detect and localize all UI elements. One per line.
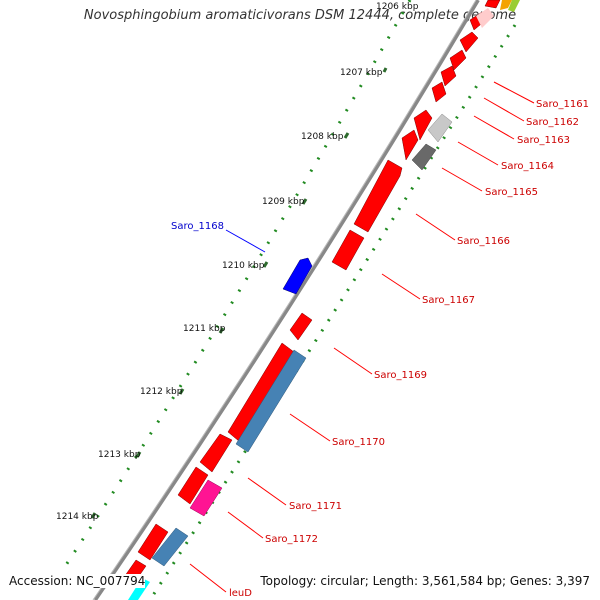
cds-saro-1171-magenta: [189, 479, 223, 517]
gene-label-saro-1164[interactable]: Saro_1164: [501, 161, 554, 172]
leader-saro-1168: [225, 229, 266, 253]
gene-label-saro-1172[interactable]: Saro_1172: [265, 534, 318, 545]
tick-1214: [90, 512, 97, 519]
gene-label-saro-1167[interactable]: Saro_1167: [422, 295, 475, 306]
cds-saro-1168-blue: [282, 257, 313, 295]
gene-label-saro-1168[interactable]: Saro_1168: [171, 221, 224, 232]
leader-leud: [189, 563, 227, 593]
cds-saro-1161: [484, 0, 501, 9]
genome-summary-text: Topology: circular; Length: 3,561,584 bp…: [260, 574, 590, 588]
cds-saro-1166: [353, 159, 403, 233]
leader-saro-1170: [289, 413, 331, 442]
tick-label-1214: 1214 kbp: [56, 512, 99, 522]
accession-label: Accession: NC_007794: [9, 574, 146, 588]
leader-saro-1167: [381, 273, 421, 300]
tick-label-1213: 1213 kbp: [98, 450, 141, 460]
cds-saro-1163-gray: [427, 113, 453, 143]
cds-saro-1162: [459, 31, 479, 53]
cds-saro-1164b: [431, 81, 447, 103]
tick-1212: [178, 388, 185, 395]
leader-saro-1171: [247, 477, 287, 506]
gene-label-saro-1163[interactable]: Saro_1163: [517, 135, 570, 146]
cds-saro-1169: [289, 312, 313, 341]
leader-saro-1169: [333, 347, 373, 375]
leader-saro-1164: [457, 141, 499, 166]
genome-backbone: [93, 0, 480, 600]
tick-1211: [218, 327, 225, 334]
tick-label-1208: 1208 kbp: [301, 132, 344, 142]
leader-lines: [189, 81, 535, 593]
genome-backbone-highlight: [92, 0, 477, 600]
gene-label-saro-1165[interactable]: Saro_1165: [485, 187, 538, 198]
gene-label-saro-1162[interactable]: Saro_1162: [526, 117, 579, 128]
cds-steelblue-lower: [151, 527, 189, 567]
cds-forward: [121, 0, 501, 587]
tick-label-1211: 1211 kbp: [183, 324, 226, 334]
gene-label-saro-1169[interactable]: Saro_1169: [374, 370, 427, 381]
cds-saro-1171: [199, 433, 233, 473]
cds-saro-1170-steelblue: [235, 349, 307, 453]
map-title: Novosphingobium aromaticivorans DSM 1244…: [83, 8, 517, 23]
cds-saro-1167: [331, 229, 365, 271]
tick-label-1207: 1207 kbp: [340, 68, 383, 78]
cds-saro-1172: [137, 523, 169, 561]
leader-saro-1162: [483, 97, 525, 122]
tick-label-1209: 1209 kbp: [262, 197, 305, 207]
tick-1213: [135, 451, 142, 458]
cds-orange-top: [500, 0, 512, 10]
tick-1210: [262, 261, 269, 268]
cds-saro-1171b: [177, 466, 209, 505]
cds-saro-1164-darkgray: [411, 143, 437, 171]
cds-green-top: [508, 0, 520, 12]
cds-saro-1165b: [401, 129, 419, 161]
tick-label-1210: 1210 kbp: [222, 261, 265, 271]
gc-track-outer: [64, 0, 412, 566]
leader-saro-1161: [493, 81, 535, 104]
tick-1209: [301, 198, 308, 205]
gene-label-saro-1170[interactable]: Saro_1170: [332, 437, 385, 448]
tick-marks: [90, 67, 388, 519]
gene-label-saro-1161[interactable]: Saro_1161: [536, 99, 589, 110]
accession-text: Accession: NC_007794: [9, 574, 146, 588]
gene-label-saro-1171[interactable]: Saro_1171: [289, 501, 342, 512]
cds-saro-1164a: [440, 65, 457, 87]
cds-light-pink: [476, 8, 494, 28]
tick-label-1212: 1212 kbp: [140, 387, 183, 397]
tick-label-1206: 1206 kbp: [376, 2, 419, 12]
cds-saro-1165a: [413, 109, 433, 141]
leader-saro-1163: [473, 115, 515, 140]
genome-summary: Topology: circular; Length: 3,561,584 bp…: [260, 574, 590, 588]
gene-label-saro-1166[interactable]: Saro_1166: [457, 236, 510, 247]
tick-1207: [382, 67, 388, 73]
leader-saro-1165: [441, 167, 483, 192]
tick-1208: [343, 132, 350, 139]
leader-saro-1166: [415, 213, 456, 241]
leader-saro-1172: [227, 511, 264, 539]
cds-saro-1163: [449, 49, 467, 71]
gene-label-leud[interactable]: leuD: [229, 588, 252, 599]
